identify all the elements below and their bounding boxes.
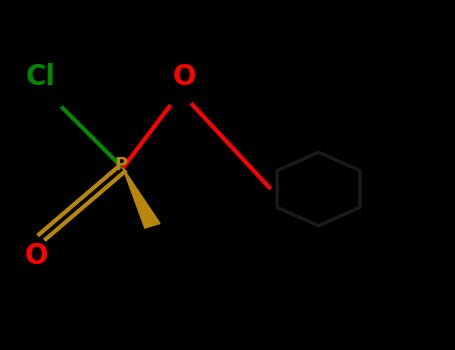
Polygon shape [123,168,160,228]
Text: P: P [114,155,127,174]
Text: Cl: Cl [26,63,56,91]
Text: O: O [172,63,196,91]
Text: O: O [25,241,48,270]
